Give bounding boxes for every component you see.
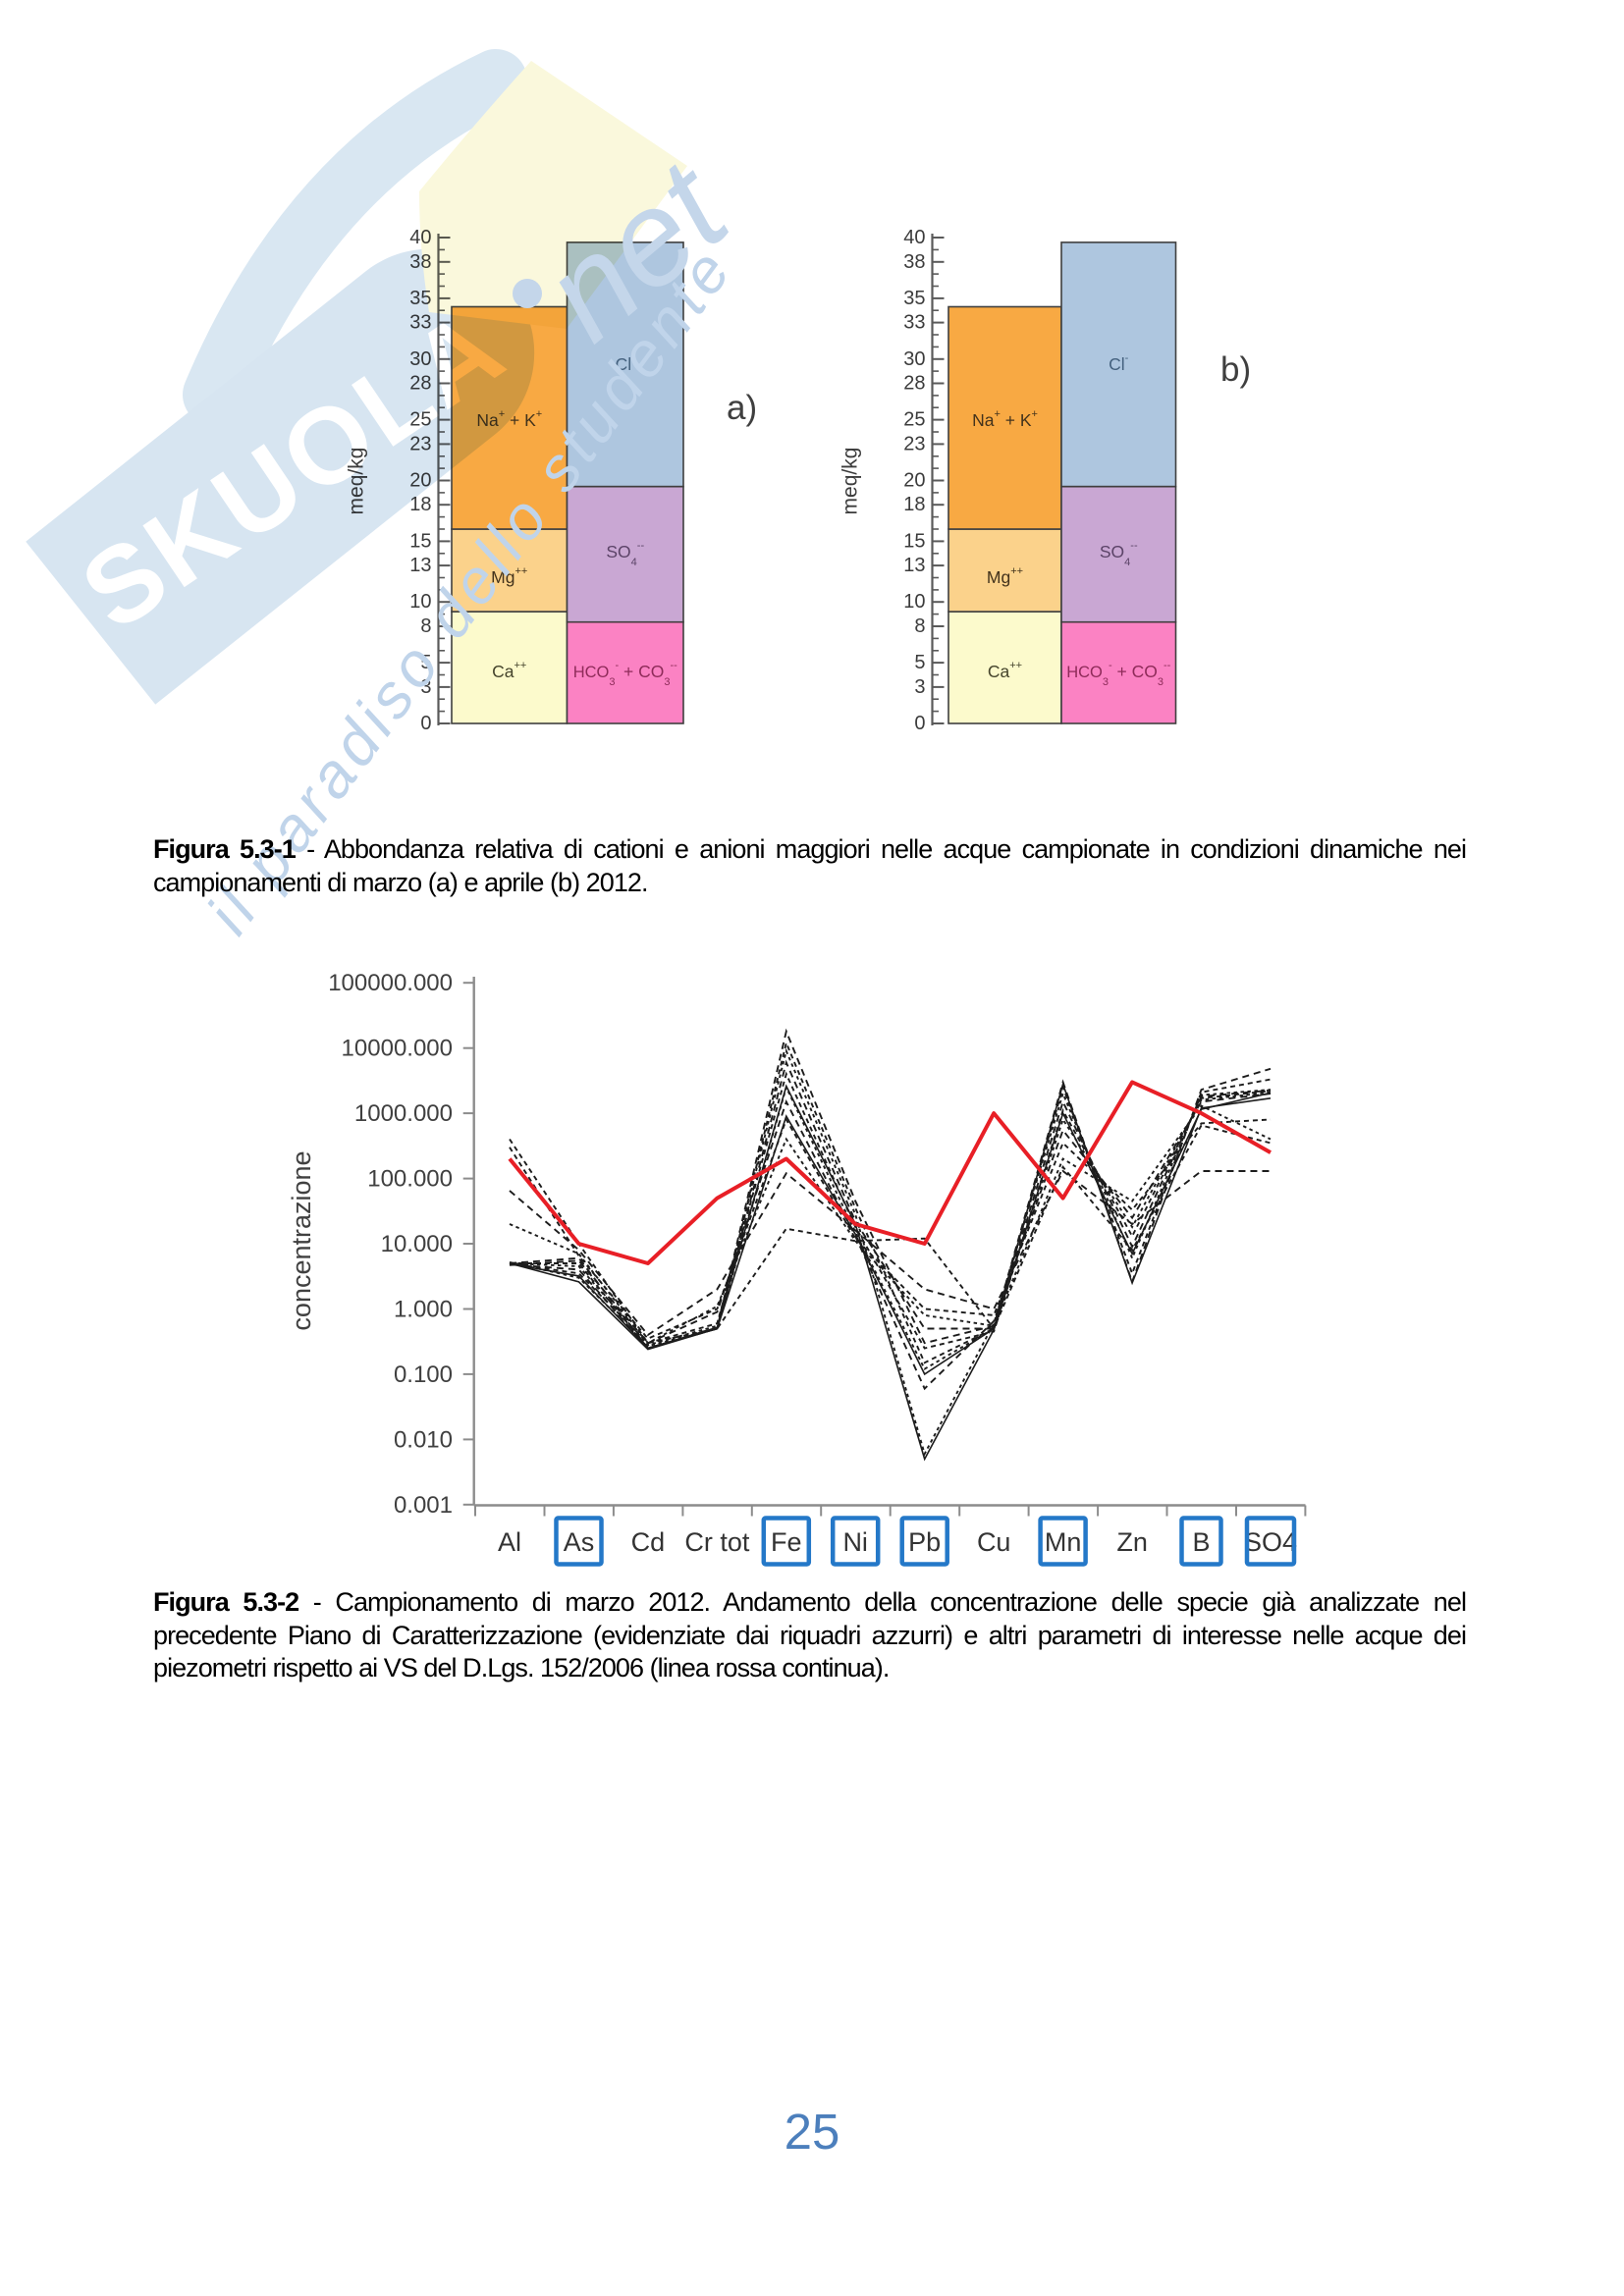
svg-text:Na+ + K+: Na+ + K+ [972,408,1038,430]
svg-text:100000.000: 100000.000 [328,970,453,996]
svg-text:Na+ + K+: Na+ + K+ [476,408,542,430]
svg-text:15: 15 [903,530,925,552]
svg-text:35: 35 [409,288,431,309]
svg-text:0: 0 [914,713,925,734]
svg-text:Zn: Zn [1116,1527,1148,1557]
svg-text:0: 0 [420,713,431,734]
svg-text:B: B [1192,1527,1210,1557]
svg-text:20: 20 [903,470,925,492]
svg-text:15: 15 [409,530,431,552]
svg-text:38: 38 [409,251,431,273]
svg-text:a): a) [727,389,757,427]
svg-text:Ni: Ni [842,1527,868,1557]
svg-text:18: 18 [903,494,925,515]
svg-text:Cd: Cd [631,1527,666,1557]
svg-text:13: 13 [409,555,431,576]
svg-text:28: 28 [409,373,431,395]
svg-text:33: 33 [903,312,925,334]
svg-text:SO4: SO4 [1244,1527,1297,1557]
svg-text:1000.000: 1000.000 [354,1100,453,1127]
svg-text:30: 30 [903,348,925,370]
svg-text:Cu: Cu [977,1527,1011,1557]
svg-text:0.010: 0.010 [394,1426,453,1453]
svg-text:33: 33 [409,312,431,334]
svg-text:13: 13 [903,555,925,576]
svg-text:concentrazione: concentrazione [287,1150,316,1330]
svg-text:meq/kg: meq/kg [839,448,862,515]
svg-text:0.100: 0.100 [394,1362,453,1388]
svg-text:28: 28 [903,373,925,395]
svg-text:0.001: 0.001 [394,1492,453,1519]
svg-text:40: 40 [903,227,925,248]
svg-text:3: 3 [914,676,925,698]
svg-text:Al: Al [498,1527,521,1557]
svg-text:Cl-: Cl- [1109,352,1129,374]
svg-text:Cl-: Cl- [616,352,636,374]
svg-text:b): b) [1220,350,1251,389]
svg-text:20: 20 [409,470,431,492]
svg-text:5: 5 [914,652,925,673]
svg-text:10000.000: 10000.000 [342,1036,453,1062]
svg-text:35: 35 [903,288,925,309]
svg-text:Pb: Pb [908,1527,941,1557]
svg-text:30: 30 [409,348,431,370]
svg-text:As: As [564,1527,595,1557]
svg-text:1.000: 1.000 [394,1297,453,1323]
svg-text:3: 3 [420,676,431,698]
svg-text:meq/kg: meq/kg [346,448,368,515]
svg-text:10: 10 [409,591,431,613]
svg-text:8: 8 [914,615,925,637]
svg-text:100.000: 100.000 [367,1166,453,1193]
svg-text:10: 10 [903,591,925,613]
svg-text:18: 18 [409,494,431,515]
svg-text:10.000: 10.000 [381,1231,453,1257]
svg-text:Fe: Fe [771,1527,802,1557]
svg-text:25: 25 [409,409,431,431]
svg-text:Mn: Mn [1045,1527,1082,1557]
svg-text:40: 40 [409,227,431,248]
svg-text:8: 8 [420,615,431,637]
svg-text:Cr tot: Cr tot [684,1527,750,1557]
svg-text:38: 38 [903,251,925,273]
svg-text:23: 23 [409,433,431,454]
svg-text:25: 25 [903,409,925,431]
svg-text:5: 5 [420,652,431,673]
svg-text:23: 23 [903,433,925,454]
